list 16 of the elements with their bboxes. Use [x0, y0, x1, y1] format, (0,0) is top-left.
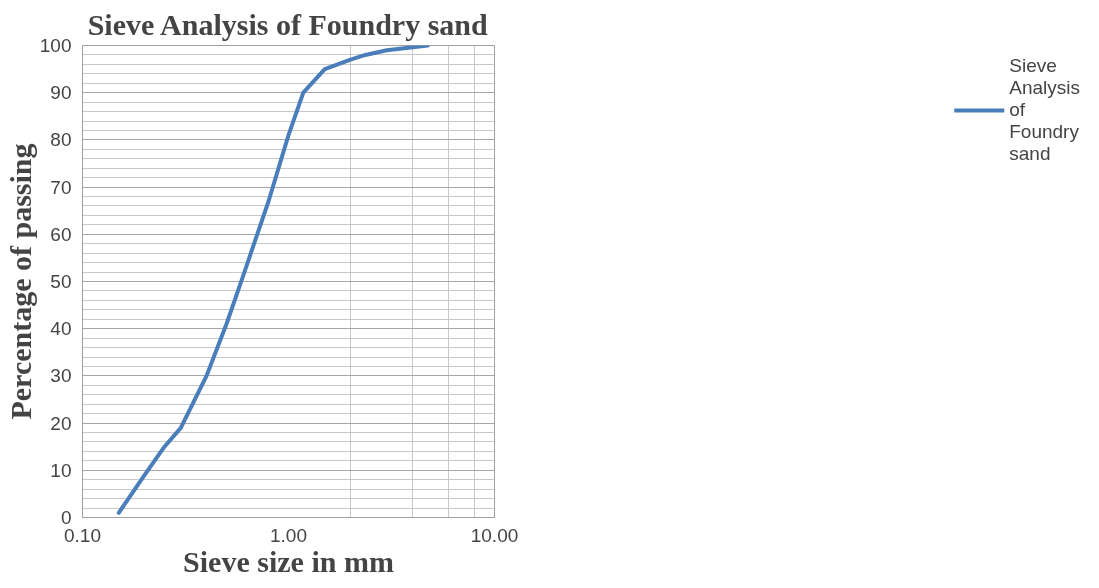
y-tick-label: 50 [50, 271, 72, 292]
y-tick-label: 70 [50, 176, 72, 198]
y-tick-label: 40 [50, 318, 72, 340]
x-tick-label: 10.00 [470, 524, 519, 546]
legend-label: Sieve Analysis of Foundry sand [1009, 55, 1080, 165]
y-tick-label: 90 [50, 82, 72, 104]
y-tick-label: 10 [50, 459, 72, 481]
y-tick-label: 20 [50, 412, 72, 434]
y-tick-label: 30 [50, 365, 72, 387]
y-tick-label: 100 [39, 35, 72, 56]
chart-title: Sieve Analysis of Foundry sand [87, 7, 489, 41]
x-axis-title: Sieve size in mm [183, 544, 394, 578]
y-tick-label: 80 [50, 129, 72, 151]
y-axis-title: Percentage of passing [3, 143, 37, 420]
x-tick-label: 1.00 [270, 524, 307, 546]
y-tick-label: 60 [50, 223, 72, 245]
